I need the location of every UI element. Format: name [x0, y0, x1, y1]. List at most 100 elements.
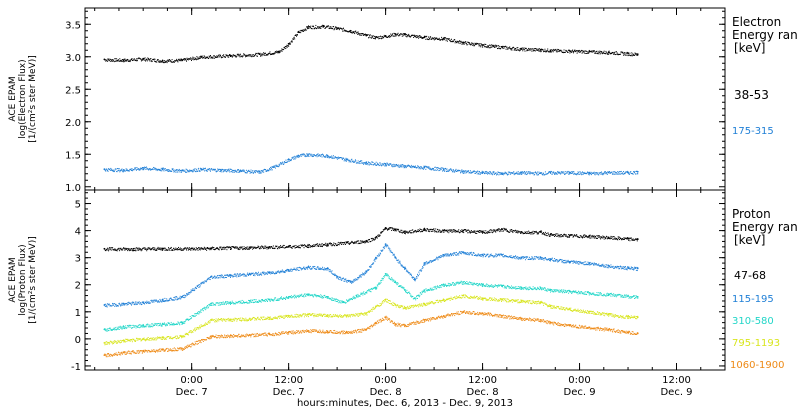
data-dot: [223, 247, 225, 249]
data-dot: [544, 257, 546, 259]
data-dot: [500, 47, 502, 49]
data-dot: [183, 297, 185, 299]
data-dot: [428, 231, 430, 233]
data-dot: [530, 258, 532, 260]
data-dot: [308, 25, 310, 27]
data-dot: [447, 170, 449, 172]
data-dot: [176, 58, 178, 60]
data-dot: [140, 249, 142, 251]
data-dot: [553, 171, 555, 173]
data-dot: [439, 257, 441, 259]
data-dot: [606, 52, 608, 54]
data-dot: [596, 237, 598, 239]
data-dot: [121, 304, 123, 306]
data-dot: [228, 54, 230, 56]
data-dot: [559, 235, 561, 237]
data-dot: [558, 234, 560, 236]
data-dot: [536, 174, 538, 176]
data-dot: [487, 173, 489, 175]
data-dot: [492, 174, 494, 176]
data-dot: [271, 53, 273, 55]
data-dot: [259, 274, 261, 276]
data-dot: [205, 281, 207, 283]
data-dot: [246, 172, 248, 174]
data-dot: [493, 230, 495, 232]
data-dot: [123, 247, 125, 249]
data-dot: [554, 260, 556, 262]
data-dot: [303, 29, 305, 31]
data-dot: [418, 168, 420, 170]
data-dot: [482, 232, 484, 234]
data-dot: [571, 50, 573, 52]
data-dot: [200, 55, 202, 57]
data-dot: [272, 245, 274, 247]
data-dot: [328, 243, 330, 245]
data-dot: [366, 241, 368, 243]
data-dot: [586, 172, 588, 174]
data-dot: [362, 272, 364, 274]
data-dot: [406, 231, 408, 233]
data-dot: [538, 50, 540, 52]
data-dot: [198, 286, 200, 288]
data-dot: [551, 234, 553, 236]
data-dot: [196, 287, 198, 289]
data-dot: [135, 304, 137, 306]
data-dot: [598, 51, 600, 53]
data-dot: [450, 230, 452, 232]
data-dot: [254, 170, 256, 172]
data-dot: [250, 272, 252, 274]
data-dot: [502, 256, 504, 258]
data-dot: [586, 236, 588, 238]
data-dot: [635, 54, 637, 56]
data-dot: [402, 265, 404, 267]
data-dot: [434, 259, 436, 261]
data-dot: [327, 245, 329, 247]
data-dot: [543, 51, 545, 53]
data-dot: [463, 43, 465, 45]
data-dot: [491, 46, 493, 48]
data-dot: [181, 171, 183, 173]
data-dot: [112, 170, 114, 172]
data-dot: [573, 236, 575, 238]
data-dot: [417, 273, 419, 275]
data-dot: [357, 32, 359, 34]
data-dot: [509, 255, 511, 257]
data-dot: [252, 170, 254, 172]
data-dot: [363, 241, 365, 243]
data-dot: [193, 247, 195, 249]
data-dot: [558, 172, 560, 174]
data-dot: [614, 237, 616, 239]
data-dot: [165, 300, 167, 302]
data-dot: [446, 231, 448, 233]
data-dot: [460, 251, 462, 253]
data-dot: [348, 242, 350, 244]
data-dot: [417, 231, 419, 233]
data-dot: [533, 49, 535, 51]
data-dot: [624, 172, 626, 174]
data-dot: [170, 297, 172, 299]
data-dot: [121, 168, 123, 170]
data-dot: [244, 54, 246, 56]
data-dot: [159, 298, 161, 300]
data-dot: [148, 247, 150, 249]
data-dot: [401, 264, 403, 266]
data-dot: [479, 231, 481, 233]
data-dot: [467, 252, 469, 254]
data-dot: [497, 255, 499, 257]
data-dot: [464, 41, 466, 43]
data-dot: [558, 171, 560, 173]
data-dot: [108, 304, 110, 306]
data-dot: [418, 166, 420, 168]
data-dot: [365, 34, 367, 36]
data-dot: [596, 173, 598, 175]
data-dot: [262, 271, 264, 273]
data-dot: [321, 245, 323, 247]
data-dot: [566, 172, 568, 174]
data-dot: [212, 277, 214, 279]
data-dot: [126, 60, 128, 62]
data-dot: [480, 255, 482, 257]
data-dot: [297, 31, 299, 33]
data-dot: [210, 55, 211, 57]
data-dot: [437, 259, 439, 261]
data-dot: [487, 230, 489, 232]
